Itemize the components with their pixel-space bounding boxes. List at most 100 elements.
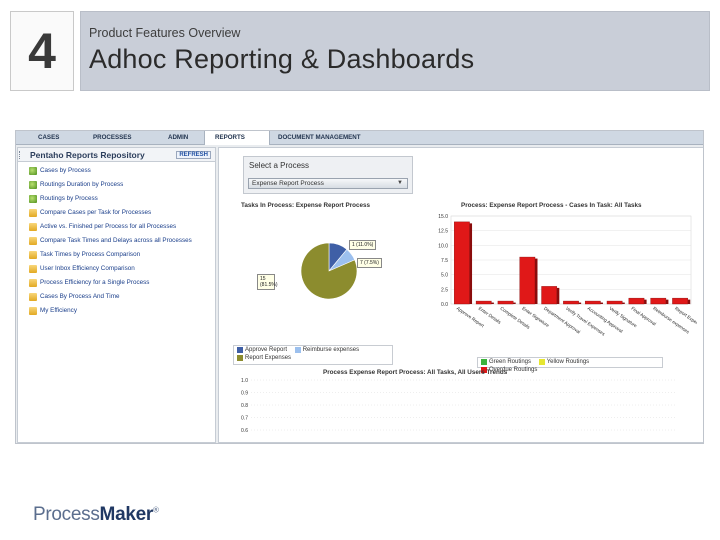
sidebar-report-item[interactable]: Routings Duration by Process [21, 181, 212, 189]
logo-text-light: Process [33, 504, 100, 525]
pie-data-label: 15 (81.5%) [257, 274, 278, 290]
bar-y-tick-label: 10.0 [438, 243, 448, 249]
bar-shadow [469, 223, 473, 304]
legend-item: Reimburse expenses [294, 347, 360, 353]
legend-item: Report Expenses [237, 355, 291, 361]
tab-admin[interactable]: ADMIN [168, 134, 189, 141]
sidebar-report-item[interactable]: Process Efficiency for a Single Process [21, 279, 212, 287]
process-dropdown[interactable]: Expense Report Process ▼ [248, 178, 408, 189]
pie-chart [300, 242, 358, 300]
bar-shadow [644, 299, 647, 304]
processmaker-logo: ProcessMaker® [33, 504, 159, 526]
folder-report-icon [29, 293, 37, 301]
pie-chart-title: Tasks In Process: Expense Report Process [241, 202, 371, 209]
bar-x-tick-label: Reimburse expenses [652, 306, 691, 335]
bar-x-tick-label: Verify Travel Expenses [565, 306, 607, 337]
trend-chart: 1.0 0.9 0.8 0.7 0.6 [241, 378, 675, 434]
sidebar-report-label: Task Times by Process Comparison [40, 251, 141, 258]
legend-swatch [481, 367, 487, 373]
bar-shadow [513, 302, 516, 304]
legend-label: Overdue Routings [489, 367, 538, 373]
sidebar-report-item[interactable]: Task Times by Process Comparison [21, 251, 212, 259]
app-screenshot: CASES PROCESSES ADMIN REPORTS DOCUMENT M… [15, 130, 704, 444]
bar-chart-title: Process: Expense Report Process - Cases … [461, 202, 642, 209]
slide-subtitle: Product Features Overview [89, 26, 241, 40]
sidebar-report-label: Routings Duration by Process [40, 181, 124, 188]
process-selector: Select a Process Expense Report Process … [243, 156, 413, 194]
green-report-icon [29, 167, 37, 175]
legend-item: Overdue Routings [481, 367, 537, 373]
legend-label: Reimburse expenses [302, 347, 360, 353]
sidebar-report-label: Cases By Process And Time [40, 293, 120, 300]
sidebar-report-label: Routings by Process [40, 195, 98, 202]
bar-shadow [665, 299, 669, 304]
refresh-button[interactable]: REFRESH [176, 151, 211, 159]
drag-handle-icon[interactable] [19, 151, 22, 159]
logo-registered-mark: ® [152, 505, 159, 515]
folder-report-icon [29, 251, 37, 259]
bar-y-tick-label: 2.5 [441, 287, 448, 293]
trend-y-tick-label: 0.9 [241, 391, 248, 397]
logo-text-bold: Maker [99, 504, 154, 525]
folder-report-icon [29, 237, 37, 245]
process-dropdown-value: Expense Report Process [252, 180, 324, 187]
bar [454, 221, 470, 305]
sidebar-report-label: Process Efficiency for a Single Process [40, 279, 150, 286]
sidebar-report-label: User Inbox Efficiency Comparison [40, 265, 135, 272]
bar-y-tick-label: 12.5 [438, 229, 448, 235]
green-report-icon [29, 195, 37, 203]
top-nav: CASES PROCESSES ADMIN REPORTS DOCUMENT M… [16, 131, 703, 145]
sidebar-report-item[interactable]: My Efficiency [21, 307, 212, 315]
sidebar-report-item[interactable]: Cases By Process And Time [21, 293, 212, 301]
bar-legend: Green Routings Yellow Routings Overdue R… [477, 357, 663, 373]
sidebar-header: Pentaho Reports Repository REFRESH [18, 148, 215, 162]
trend-y-tick-label: 0.7 [241, 416, 248, 422]
pie-data-label: 7 (7.5%) [357, 258, 382, 268]
legend-swatch [294, 347, 301, 353]
tab-processes[interactable]: PROCESSES [93, 134, 132, 141]
bar-y-tick-label: 5.0 [441, 273, 448, 279]
bar-shadow [535, 258, 538, 304]
legend-swatch [481, 359, 487, 365]
bar [650, 297, 667, 305]
bar-y-tick-label: 15.0 [438, 214, 448, 220]
tab-cases[interactable]: CASES [38, 134, 60, 141]
sidebar-report-label: Compare Task Times and Delays across all… [40, 237, 192, 244]
tab-reports[interactable]: REPORTS [204, 131, 270, 145]
legend-swatch [538, 359, 545, 365]
sidebar-report-item[interactable]: Active vs. Finished per Process for all … [21, 223, 212, 231]
sidebar-report-item[interactable]: Cases by Process [21, 167, 212, 175]
sidebar-report-label: My Efficiency [40, 307, 77, 314]
legend-label: Report Expenses [245, 355, 292, 361]
sidebar-report-item[interactable]: Routings by Process [21, 195, 212, 203]
bar [563, 300, 579, 305]
bar-shadow [491, 302, 494, 304]
legend-label: Green Routings [489, 359, 532, 365]
bar-shadow [600, 302, 603, 304]
green-report-icon [29, 181, 37, 189]
folder-report-icon [29, 265, 37, 273]
bar [584, 300, 601, 305]
folder-report-icon [29, 223, 37, 231]
bar [628, 297, 645, 305]
tab-document-management[interactable]: DOCUMENT MANAGEMENT [278, 134, 361, 141]
chevron-down-icon: ▼ [397, 180, 403, 186]
legend-item: Yellow Routings [538, 359, 590, 365]
bar [519, 256, 536, 305]
trend-chart-title: Process Expense Report Process: All Task… [323, 369, 508, 376]
reports-sidebar: Pentaho Reports Repository REFRESH Cases… [17, 147, 216, 443]
folder-report-icon [29, 307, 37, 315]
sidebar-report-item[interactable]: User Inbox Efficiency Comparison [21, 265, 212, 273]
bar-y-tick-label: 0.0 [441, 302, 448, 308]
header-banner: Product Features Overview Adhoc Reportin… [80, 11, 710, 91]
sidebar-report-item[interactable]: Compare Task Times and Delays across all… [21, 237, 212, 245]
folder-report-icon [29, 279, 37, 287]
folder-report-icon [29, 209, 37, 217]
bar [606, 300, 623, 305]
trend-y-tick-label: 0.8 [241, 403, 248, 409]
legend-label: Yellow Routings [546, 359, 590, 365]
sidebar-report-item[interactable]: Compare Cases per Task for Processes [21, 209, 212, 217]
legend-label: Approve Report [245, 347, 288, 353]
